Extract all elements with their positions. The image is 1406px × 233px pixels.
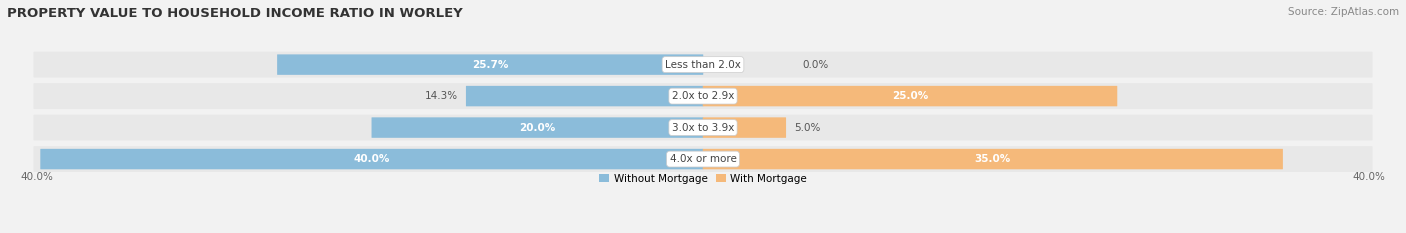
Text: 20.0%: 20.0%	[519, 123, 555, 133]
Text: 2.0x to 2.9x: 2.0x to 2.9x	[672, 91, 734, 101]
FancyBboxPatch shape	[703, 117, 786, 138]
Text: Less than 2.0x: Less than 2.0x	[665, 60, 741, 70]
Text: 35.0%: 35.0%	[974, 154, 1011, 164]
Text: 5.0%: 5.0%	[794, 123, 821, 133]
FancyBboxPatch shape	[371, 117, 703, 138]
FancyBboxPatch shape	[34, 146, 1372, 172]
FancyBboxPatch shape	[465, 86, 703, 106]
Text: 25.7%: 25.7%	[472, 60, 509, 70]
Text: PROPERTY VALUE TO HOUSEHOLD INCOME RATIO IN WORLEY: PROPERTY VALUE TO HOUSEHOLD INCOME RATIO…	[7, 7, 463, 20]
Text: 40.0%: 40.0%	[21, 172, 53, 182]
Text: 14.3%: 14.3%	[425, 91, 458, 101]
Text: 40.0%: 40.0%	[1353, 172, 1385, 182]
Text: 25.0%: 25.0%	[891, 91, 928, 101]
FancyBboxPatch shape	[703, 149, 1282, 169]
Text: 40.0%: 40.0%	[353, 154, 389, 164]
Text: 4.0x or more: 4.0x or more	[669, 154, 737, 164]
FancyBboxPatch shape	[34, 115, 1372, 140]
FancyBboxPatch shape	[703, 86, 1118, 106]
FancyBboxPatch shape	[41, 149, 703, 169]
Legend: Without Mortgage, With Mortgage: Without Mortgage, With Mortgage	[595, 169, 811, 188]
FancyBboxPatch shape	[34, 83, 1372, 109]
FancyBboxPatch shape	[34, 52, 1372, 78]
FancyBboxPatch shape	[277, 54, 703, 75]
Text: 3.0x to 3.9x: 3.0x to 3.9x	[672, 123, 734, 133]
Text: Source: ZipAtlas.com: Source: ZipAtlas.com	[1288, 7, 1399, 17]
Text: 0.0%: 0.0%	[803, 60, 828, 70]
